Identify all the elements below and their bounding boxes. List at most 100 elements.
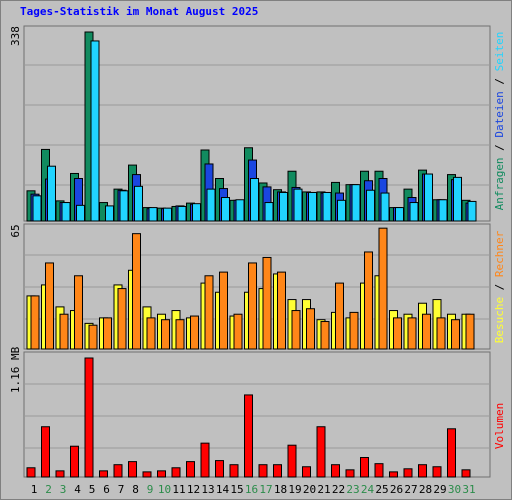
x-label-15: 15 <box>230 483 243 496</box>
bar-top-seiten-16 <box>250 178 259 222</box>
legend-middle-1: / <box>493 277 506 297</box>
bar-top-seiten-31 <box>467 200 477 222</box>
bar-middle-rechner-20 <box>306 308 315 350</box>
bar-middle-rechner-4 <box>74 275 83 350</box>
bar-middle-rechner-24 <box>364 251 373 350</box>
x-label-22: 22 <box>332 483 345 496</box>
x-label-23: 23 <box>346 483 359 496</box>
x-label-20: 20 <box>303 483 316 496</box>
x-label-29: 29 <box>433 483 446 496</box>
bar-middle-rechner-2 <box>45 262 54 350</box>
x-label-16: 16 <box>245 483 258 496</box>
bar-bottom-volumen-26 <box>389 471 398 478</box>
bar-middle-rechner-23 <box>349 311 359 350</box>
bar-top-seiten-1 <box>32 195 42 222</box>
bar-bottom-volumen-16 <box>244 394 253 478</box>
legend-top-3: / <box>493 71 506 91</box>
bar-middle-rechner-18 <box>277 271 286 350</box>
bar-top-seiten-29 <box>438 199 448 222</box>
x-label-18: 18 <box>274 483 287 496</box>
bar-middle-rechner-12 <box>190 315 199 350</box>
x-label-27: 27 <box>404 483 417 496</box>
legend-top: Anfragen / Dateien / Seiten <box>493 32 506 211</box>
bar-top-seiten-13 <box>206 188 216 222</box>
bar-bottom-volumen-9 <box>142 471 152 478</box>
bar-top-seiten-3 <box>61 202 71 222</box>
x-label-7: 7 <box>118 483 125 496</box>
bar-top-seiten-22 <box>337 199 346 222</box>
bar-top-seiten-2 <box>47 165 56 222</box>
legend-middle-2: Rechner <box>493 230 506 277</box>
bar-top-seiten-21 <box>322 191 332 222</box>
bar-top-seiten-11 <box>177 205 187 222</box>
bar-top-seiten-7 <box>119 190 129 222</box>
bar-middle-rechner-26 <box>393 317 402 350</box>
legend-middle-0: Besuche <box>493 297 506 343</box>
bar-bottom-volumen-2 <box>41 426 50 478</box>
bar-bottom-volumen-12 <box>186 461 195 478</box>
bar-middle-rechner-16 <box>248 262 257 350</box>
bar-top-seiten-6 <box>105 205 114 222</box>
bar-bottom-volumen-11 <box>171 467 181 478</box>
bar-bottom-volumen-7 <box>113 464 123 478</box>
legend-top-1: / <box>493 138 506 158</box>
bar-middle-rechner-30 <box>451 319 460 350</box>
bar-middle-rechner-28 <box>422 313 431 350</box>
bar-bottom-volumen-17 <box>258 464 268 478</box>
x-label-10: 10 <box>158 483 171 496</box>
x-label-5: 5 <box>89 483 96 496</box>
bar-top-seiten-10 <box>163 207 172 222</box>
bar-bottom-volumen-14 <box>215 460 224 478</box>
x-label-6: 6 <box>103 483 110 496</box>
x-label-13: 13 <box>201 483 214 496</box>
bar-middle-rechner-22 <box>335 282 344 350</box>
x-label-1: 1 <box>31 483 38 496</box>
bar-middle-rechner-29 <box>436 317 446 350</box>
bar-middle-rechner-17 <box>262 256 272 350</box>
bar-middle-rechner-7 <box>117 288 127 350</box>
bar-middle-rechner-9 <box>146 317 156 350</box>
bar-middle-rechner-19 <box>291 310 301 350</box>
bar-bottom-volumen-20 <box>302 466 311 478</box>
bar-top-seiten-15 <box>235 199 245 222</box>
x-label-11: 11 <box>172 483 185 496</box>
chart-title: Tages-Statistik im Monat August 2025 <box>20 5 259 18</box>
bar-bottom-volumen-10 <box>157 470 166 478</box>
legend-middle: Besuche / Rechner <box>493 230 506 343</box>
ytick-middle: 65 <box>9 224 22 237</box>
bar-top-seiten-14 <box>221 197 230 222</box>
bar-bottom-volumen-23 <box>345 469 355 478</box>
panel-frame-bottom <box>23 351 491 478</box>
x-label-3: 3 <box>60 483 67 496</box>
bar-bottom-volumen-8 <box>128 461 137 478</box>
bar-middle-rechner-5 <box>88 324 98 350</box>
bar-bottom-volumen-3 <box>55 470 65 478</box>
x-label-2: 2 <box>45 483 52 496</box>
x-label-25: 25 <box>375 483 388 496</box>
bar-top-seiten-18 <box>279 191 288 222</box>
bar-top-seiten-20 <box>308 191 317 222</box>
bar-bottom-volumen-29 <box>432 466 442 478</box>
legend-top-2: Dateien <box>493 91 506 137</box>
bar-middle-rechner-25 <box>378 227 388 350</box>
bar-top-seiten-17 <box>264 202 274 222</box>
bar-middle-rechner-6 <box>103 317 112 350</box>
bar-top-seiten-9 <box>148 207 158 222</box>
x-label-4: 4 <box>74 483 81 496</box>
bar-bottom-volumen-5 <box>84 357 94 478</box>
bar-bottom-volumen-31 <box>461 469 471 478</box>
x-label-26: 26 <box>390 483 403 496</box>
legend-bottom-0: Volumen <box>493 403 506 449</box>
bar-top-seiten-8 <box>134 185 143 222</box>
x-label-12: 12 <box>187 483 200 496</box>
bar-middle-rechner-10 <box>161 319 170 350</box>
x-label-28: 28 <box>419 483 432 496</box>
bar-bottom-volumen-28 <box>418 464 427 478</box>
bar-middle-rechner-14 <box>219 271 228 350</box>
bar-bottom-volumen-22 <box>331 464 340 478</box>
x-label-30: 30 <box>448 483 461 496</box>
bar-top-seiten-24 <box>366 189 375 222</box>
bar-bottom-volumen-13 <box>200 442 210 478</box>
x-label-8: 8 <box>132 483 139 496</box>
